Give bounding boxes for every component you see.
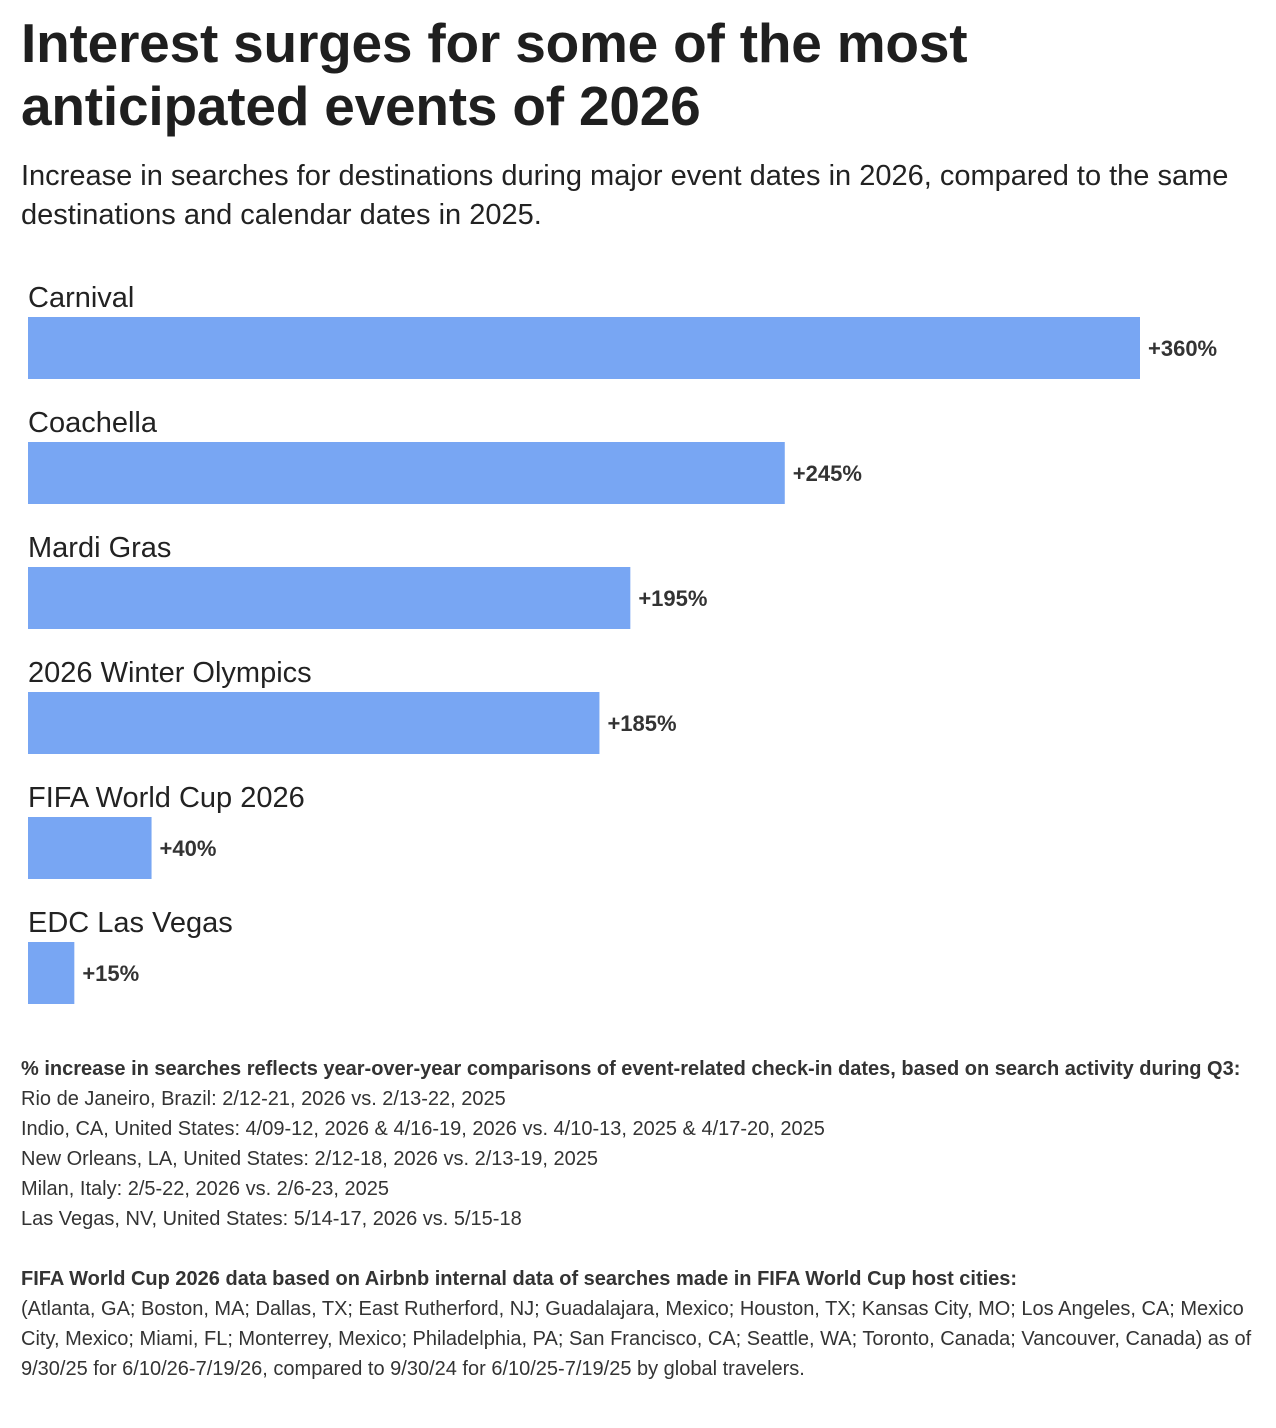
date-range-rio: Rio de Janeiro, Brazil: 2/12-21, 2026 vs… [21, 1088, 506, 1110]
date-range-milan: Milan, Italy: 2/5-22, 2026 vs. 2/6-23, 2… [21, 1178, 389, 1200]
date-range-las-vegas: Las Vegas, NV, United States: 5/14-17, 2… [21, 1208, 522, 1230]
bar-chart: Carnival +360% Coachella +245% Mardi Gras +19… [28, 282, 1217, 1004]
chart-title: Interest surges for some of the most ant… [21, 12, 968, 137]
category-label-mardi-gras: Mardi Gras [28, 532, 171, 564]
value-label-mardi-gras: +195% [638, 586, 707, 611]
bar-coachella [28, 442, 785, 504]
bar-2026-winter-olympics [28, 692, 600, 754]
methodology-heading: % increase in searches reflects year-ove… [21, 1058, 1241, 1080]
value-label-2026-winter-olympics: +185% [607, 711, 676, 736]
bar-fifa-world-cup-2026 [28, 817, 152, 879]
value-label-carnival: +360% [1148, 336, 1217, 361]
category-label-coachella: Coachella [28, 407, 158, 439]
fifa-detail: (Atlanta, GA; Boston, MA; Dallas, TX; Ea… [21, 1298, 1252, 1380]
value-label-fifa-world-cup-2026: +40% [160, 836, 217, 861]
bar-edc-las-vegas [28, 942, 75, 1004]
value-label-coachella: +245% [793, 461, 862, 486]
category-label-carnival: Carnival [28, 282, 134, 314]
bar-mardi-gras [28, 567, 631, 629]
category-label-fifa-world-cup-2026: FIFA World Cup 2026 [28, 782, 305, 814]
date-range-new-orleans: New Orleans, LA, United States: 2/12-18,… [21, 1148, 599, 1170]
category-label-2026-winter-olympics: 2026 Winter Olympics [28, 657, 312, 689]
chart-subtitle: Increase in searches for destinations du… [21, 160, 1229, 231]
footnotes: % increase in searches reflects year-ove… [21, 1054, 1261, 1384]
bar-carnival [28, 317, 1140, 379]
category-label-edc-las-vegas: EDC Las Vegas [28, 907, 233, 939]
value-label-edc-las-vegas: +15% [82, 961, 139, 986]
date-range-indio: Indio, CA, United States: 4/09-12, 2026 … [21, 1118, 825, 1140]
fifa-heading: FIFA World Cup 2026 data based on Airbnb… [21, 1268, 1018, 1290]
